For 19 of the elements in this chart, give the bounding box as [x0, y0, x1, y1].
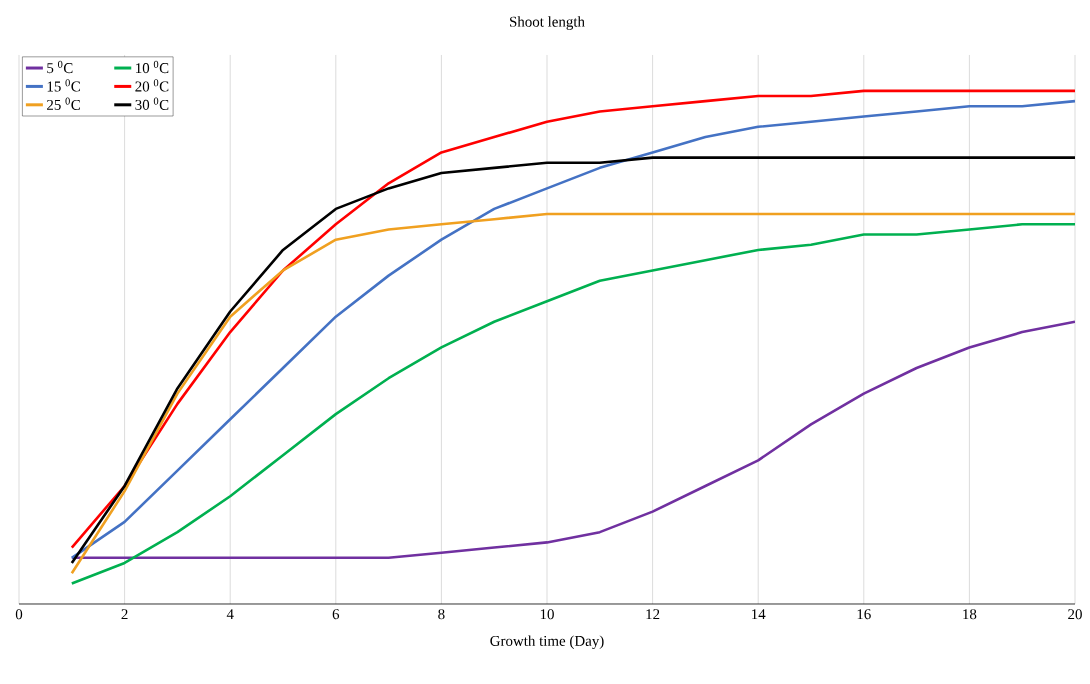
legend-label: 10 $^{0}$C — [136, 60, 169, 74]
x-axis-title: Growth time (Day) — [490, 635, 604, 649]
x-tick-label: 20 — [1068, 609, 1082, 620]
chart-title: Shoot length — [510, 16, 585, 30]
x-tick-label: 10 — [540, 609, 554, 620]
legend-label: 15 $^{0}$C — [47, 79, 80, 92]
legend-label: 30 $^{0}$C — [135, 97, 169, 110]
x-tick-label: 12 — [646, 609, 660, 620]
x-tick-label: 0 — [15, 609, 23, 620]
x-tick-label: 6 — [332, 609, 340, 620]
x-tick-label: 14 — [752, 609, 766, 620]
x-tick-label: 2 — [121, 609, 128, 620]
legend-label: 20 $^{0}$C — [135, 79, 169, 92]
x-tick-label: 16 — [857, 609, 871, 620]
x-tick-label: 4 — [226, 609, 234, 619]
legend-label: 25 $^{0}$C — [47, 97, 80, 110]
x-tick-label: 8 — [438, 609, 445, 620]
legend-label: 5 $^{0}$C — [47, 60, 73, 74]
x-tick-label: 18 — [963, 609, 977, 620]
